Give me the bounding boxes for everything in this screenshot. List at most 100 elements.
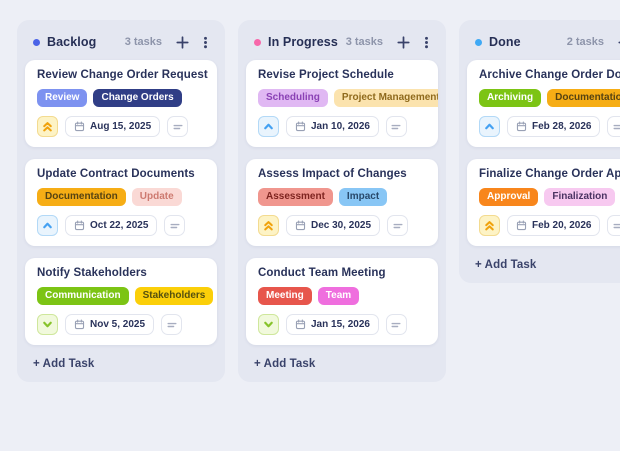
add-card-button[interactable] bbox=[616, 34, 620, 50]
task-title: Notify Stakeholders bbox=[37, 267, 147, 279]
task-title: Finalize Change Order Approval bbox=[479, 168, 620, 180]
vertical-dots-menu-icon bbox=[199, 36, 212, 49]
due-date: Jan 10, 2026 bbox=[311, 121, 370, 132]
due-date-chip: Nov 5, 2025 bbox=[65, 314, 155, 335]
priority-medium-chevron-up-icon bbox=[479, 116, 500, 137]
tag-badge: Documentation bbox=[547, 89, 620, 107]
priority-low-chevron-down-icon bbox=[258, 314, 279, 335]
priority-low-chevron-down-icon bbox=[37, 314, 58, 335]
due-date: Nov 5, 2025 bbox=[90, 319, 146, 330]
column-color-dot bbox=[254, 38, 261, 46]
tag-badge: Meeting bbox=[258, 287, 312, 305]
calendar-icon bbox=[295, 121, 306, 132]
vertical-dots-menu-icon bbox=[420, 36, 433, 49]
tag-badge: Update bbox=[131, 188, 182, 206]
tag-list: Documentation Update bbox=[37, 188, 205, 206]
tag-badge: Approval bbox=[479, 188, 539, 206]
column-title: Done bbox=[489, 35, 521, 49]
card-list: Review Change Order Request Review Chang… bbox=[25, 60, 217, 345]
tag-list: Review Change Orders bbox=[37, 89, 205, 107]
tag-badge: Archiving bbox=[479, 89, 542, 107]
task-title: Update Contract Documents bbox=[37, 168, 195, 180]
tag-badge: Assessment bbox=[258, 188, 333, 206]
calendar-icon bbox=[516, 121, 527, 132]
due-date-chip: Oct 22, 2025 bbox=[65, 215, 158, 236]
tag-list: Assessment Impact bbox=[258, 188, 426, 206]
tag-badge: Team bbox=[317, 287, 360, 305]
task-card[interactable]: Review Change Order Request Review Chang… bbox=[25, 60, 217, 147]
task-card[interactable]: Archive Change Order Documentation Archi… bbox=[467, 60, 620, 147]
priority-medium-chevron-up-icon bbox=[258, 116, 279, 137]
column-title: Backlog bbox=[47, 35, 97, 49]
card-list: Archive Change Order Documentation Archi… bbox=[467, 60, 620, 246]
description-lines-icon bbox=[385, 314, 407, 335]
tag-list: Scheduling Project Management bbox=[258, 89, 438, 107]
due-date: Oct 22, 2025 bbox=[90, 220, 149, 231]
task-card[interactable]: Conduct Team Meeting Meeting Team Jan 15… bbox=[246, 258, 438, 345]
calendar-icon bbox=[295, 319, 306, 330]
card-meta-row: Feb 20, 2026 bbox=[479, 215, 620, 236]
add-card-button[interactable] bbox=[395, 34, 411, 50]
add-task-button[interactable]: + Add Task bbox=[246, 345, 438, 378]
due-date: Jan 15, 2026 bbox=[311, 319, 370, 330]
due-date-chip: Jan 15, 2026 bbox=[286, 314, 379, 335]
calendar-icon bbox=[516, 220, 527, 231]
add-task-button[interactable]: + Add Task bbox=[467, 246, 620, 279]
card-meta-row: Nov 5, 2025 bbox=[37, 314, 205, 335]
calendar-icon bbox=[74, 319, 85, 330]
column-task-count: 3 tasks bbox=[124, 36, 162, 48]
tag-badge: Documentation bbox=[37, 188, 126, 206]
due-date: Feb 20, 2026 bbox=[532, 220, 592, 231]
tag-badge: Scheduling bbox=[258, 89, 328, 107]
kanban-column: In Progress 3 tasks Revise Project Sched… bbox=[238, 20, 446, 382]
tag-badge: Stakeholders bbox=[134, 287, 214, 305]
task-card[interactable]: Notify Stakeholders Communication Stakeh… bbox=[25, 258, 217, 345]
task-card[interactable]: Revise Project Schedule Scheduling Proje… bbox=[246, 60, 438, 147]
plus-icon bbox=[175, 35, 189, 49]
column-header: Done 2 tasks bbox=[467, 28, 620, 60]
card-meta-row: Feb 28, 2026 bbox=[479, 116, 620, 137]
kanban-column: Done 2 tasks Archive Change Order Docume… bbox=[459, 20, 620, 283]
calendar-icon bbox=[295, 220, 306, 231]
task-card[interactable]: Finalize Change Order Approval Approval … bbox=[467, 159, 620, 246]
column-task-count: 3 tasks bbox=[345, 36, 383, 48]
due-date: Aug 15, 2025 bbox=[90, 121, 152, 132]
tag-badge: Review bbox=[37, 89, 88, 107]
card-meta-row: Dec 30, 2025 bbox=[258, 215, 426, 236]
description-lines-icon bbox=[607, 215, 620, 236]
task-card[interactable]: Update Contract Documents Documentation … bbox=[25, 159, 217, 246]
column-color-dot bbox=[33, 38, 40, 46]
column-header: Backlog 3 tasks bbox=[25, 28, 217, 60]
card-meta-row: Jan 15, 2026 bbox=[258, 314, 426, 335]
task-card[interactable]: Assess Impact of Changes Assessment Impa… bbox=[246, 159, 438, 246]
column-header: In Progress 3 tasks bbox=[246, 28, 438, 60]
kanban-board: Backlog 3 tasks Review Change Order Requ… bbox=[17, 20, 620, 382]
card-meta-row: Oct 22, 2025 bbox=[37, 215, 205, 236]
due-date-chip: Jan 10, 2026 bbox=[286, 116, 379, 137]
add-task-button[interactable]: + Add Task bbox=[25, 345, 217, 378]
tag-list: Archiving Documentation bbox=[479, 89, 620, 107]
column-menu-button[interactable] bbox=[197, 34, 213, 50]
description-lines-icon bbox=[161, 314, 183, 335]
priority-high-double-chevron-up-icon bbox=[37, 116, 58, 137]
tag-badge: Communication bbox=[37, 287, 129, 305]
tag-badge: Change Orders bbox=[93, 89, 182, 107]
priority-medium-chevron-up-icon bbox=[37, 215, 58, 236]
add-card-button[interactable] bbox=[174, 34, 190, 50]
due-date-chip: Feb 28, 2026 bbox=[507, 116, 601, 137]
task-title: Archive Change Order Documentation bbox=[479, 69, 620, 81]
due-date-chip: Dec 30, 2025 bbox=[286, 215, 381, 236]
column-menu-button[interactable] bbox=[418, 34, 434, 50]
task-title: Conduct Team Meeting bbox=[258, 267, 386, 279]
description-lines-icon bbox=[164, 215, 186, 236]
task-title: Assess Impact of Changes bbox=[258, 168, 407, 180]
due-date-chip: Aug 15, 2025 bbox=[65, 116, 161, 137]
card-meta-row: Aug 15, 2025 bbox=[37, 116, 205, 137]
priority-high-double-chevron-up-icon bbox=[258, 215, 279, 236]
tag-badge: Finalization bbox=[544, 188, 616, 206]
due-date: Feb 28, 2026 bbox=[532, 121, 592, 132]
calendar-icon bbox=[74, 220, 85, 231]
kanban-column: Backlog 3 tasks Review Change Order Requ… bbox=[17, 20, 225, 382]
tag-badge: Impact bbox=[338, 188, 388, 206]
column-title: In Progress bbox=[268, 35, 338, 49]
